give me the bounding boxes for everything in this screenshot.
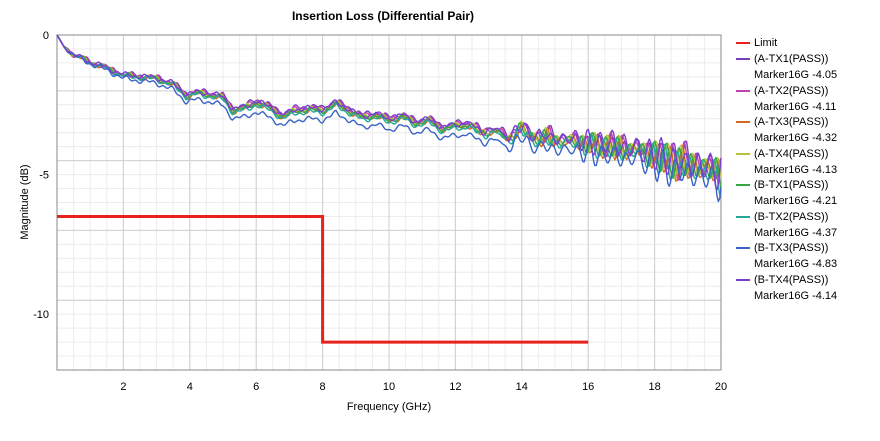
legend-marker-value: Marker16G -4.83 [754, 258, 838, 270]
legend-item-limit: Limit [736, 36, 876, 52]
legend-label: Limit [754, 37, 778, 49]
legend-item-2: (A-TX3(PASS)) [736, 115, 876, 131]
plot-frame [56, 34, 722, 371]
legend-swatch [736, 58, 750, 60]
x-tick-label: 16 [582, 381, 594, 393]
legend-swatch [736, 184, 750, 186]
legend: Limit (A-TX1(PASS)) Marker16G -4.05 (A-TX2(… [736, 36, 876, 304]
legend-item-4: (B-TX1(PASS)) [736, 178, 876, 194]
y-axis-label: Magnitude (dB) [19, 164, 31, 239]
x-tick-label: 8 [320, 381, 326, 393]
x-tick-label: 18 [648, 381, 660, 393]
x-tick-label: 14 [516, 381, 528, 393]
x-tick-label: 4 [187, 381, 193, 393]
series-line-3 [56, 34, 722, 180]
legend-swatch [736, 152, 750, 155]
series-line-6 [56, 34, 722, 203]
x-tick-label: 2 [120, 381, 126, 393]
series-lines [56, 34, 722, 203]
y-tick-label: -10 [33, 309, 49, 321]
legend-swatch [736, 121, 750, 123]
legend-item-7: (B-TX4(PASS)) [736, 273, 876, 289]
legend-label: (A-TX4(PASS)) [754, 147, 829, 160]
legend-marker-value: Marker16G -4.14 [754, 289, 838, 302]
x-axis-label: Frequency (GHz) [347, 401, 431, 413]
limit-line [57, 214, 589, 344]
legend-item-5: (B-TX2(PASS)) [736, 210, 876, 226]
x-tick-label: 6 [253, 381, 259, 393]
legend-swatch [736, 247, 750, 249]
legend-swatch [736, 89, 750, 92]
legend-marker-value: Marker16G -4.11 [754, 100, 837, 113]
grid [56, 34, 722, 371]
legend-swatch [736, 42, 750, 44]
legend-marker-value: Marker16G -4.21 [754, 195, 838, 207]
legend-item-6: (B-TX3(PASS)) [736, 241, 876, 257]
series-line-7 [56, 34, 722, 191]
x-tick-label: 20 [715, 381, 727, 393]
legend-label: (B-TX1(PASS)) [754, 179, 829, 191]
legend-swatch [736, 278, 750, 281]
legend-swatch [736, 215, 750, 218]
legend-marker-value: Marker16G -4.13 [754, 163, 838, 176]
y-tick-label: 0 [43, 30, 49, 42]
legend-label: (B-TX4(PASS)) [754, 273, 829, 286]
x-tick-label: 12 [449, 381, 461, 393]
legend-label: (B-TX2(PASS)) [754, 210, 829, 223]
legend-marker-value: Marker16G -4.37 [754, 226, 838, 239]
y-tick-label: -5 [39, 170, 49, 182]
legend-item-1: (A-TX2(PASS)) [736, 84, 876, 100]
series-line-4 [56, 34, 722, 191]
legend-label: (A-TX3(PASS)) [754, 116, 829, 128]
x-tick-label: 10 [383, 381, 395, 393]
legend-label: (A-TX1(PASS)) [754, 53, 829, 65]
legend-label: (A-TX2(PASS)) [754, 84, 829, 97]
legend-marker-value: Marker16G -4.32 [754, 132, 838, 144]
limit-line-group [57, 214, 589, 344]
axes: 2 4 6 8 10 12 14 16 18 20 0 -5 -10 [33, 30, 727, 393]
chart-title: Insertion Loss (Differential Pair) [292, 9, 474, 23]
legend-marker-value: Marker16G -4.05 [754, 69, 838, 81]
legend-label: (B-TX3(PASS)) [754, 242, 829, 254]
legend-item-0: (A-TX1(PASS)) [736, 52, 876, 68]
legend-item-3: (A-TX4(PASS)) [736, 147, 876, 163]
